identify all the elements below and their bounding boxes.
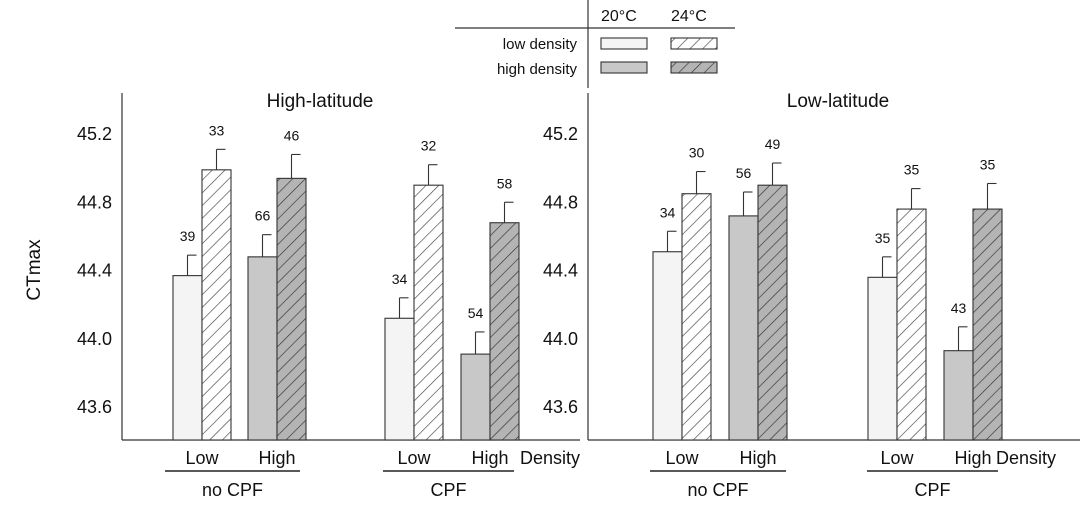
legend: 20°C 24°C low density high density <box>455 0 735 88</box>
legend-row-high-density: high density <box>497 61 578 78</box>
bar <box>896 208 927 441</box>
sample-size-label: 49 <box>765 136 781 152</box>
y-tick-label: 45.2 <box>543 124 578 144</box>
bar <box>201 169 232 441</box>
sample-size-label: 56 <box>736 165 752 181</box>
sample-size-label: 54 <box>468 305 484 321</box>
panel-high-latitude: High-latitude 43.6 44.0 44.4 44.8 45.2 39 33 Low… <box>77 91 580 500</box>
density-label: Low <box>397 448 431 468</box>
sample-size-label: 58 <box>497 175 513 191</box>
legend-row-low-density: low density <box>503 36 578 53</box>
sample-size-label: 32 <box>421 138 437 154</box>
treatment-label: CPF <box>915 480 951 500</box>
density-label: Low <box>880 448 914 468</box>
sample-size-label: 66 <box>255 208 271 224</box>
y-tick-label: 43.6 <box>77 397 112 417</box>
bar <box>384 317 415 441</box>
bar <box>652 251 683 441</box>
bar <box>489 222 520 441</box>
bar <box>413 184 444 441</box>
y-tick-label: 44.4 <box>543 261 578 281</box>
panel-low-latitude: Low-latitude 43.6 44.0 44.4 44.8 45.2 34 30 Low 5… <box>543 91 1080 500</box>
density-axis-label: Density <box>520 448 580 468</box>
sample-size-label: 43 <box>951 300 967 316</box>
density-label: Low <box>185 448 219 468</box>
bar <box>757 184 788 441</box>
legend-swatch-low-20 <box>600 37 648 50</box>
sample-size-label: 34 <box>392 271 408 287</box>
y-tick-label: 45.2 <box>77 124 112 144</box>
density-label: High <box>471 448 508 468</box>
density-label: Low <box>665 448 699 468</box>
legend-swatch-high-20 <box>600 61 648 74</box>
y-tick-label: 44.4 <box>77 261 112 281</box>
panel-title: High-latitude <box>267 91 374 112</box>
sample-size-label: 35 <box>980 156 996 172</box>
legend-swatch-high-24 <box>670 61 718 74</box>
y-tick-label: 44.8 <box>77 192 112 212</box>
bar <box>172 275 203 441</box>
bar <box>276 177 307 441</box>
bar <box>247 256 278 441</box>
bar <box>943 350 974 441</box>
treatment-label: no CPF <box>687 480 748 500</box>
y-tick-label: 44.0 <box>543 329 578 349</box>
density-label: High <box>258 448 295 468</box>
y-axis-label: CTmax <box>24 239 45 301</box>
legend-temp-20: 20°C <box>601 8 637 25</box>
y-tick-label: 44.0 <box>77 329 112 349</box>
y-tick-label: 43.6 <box>543 397 578 417</box>
bar <box>867 276 898 441</box>
panels: High-latitude 43.6 44.0 44.4 44.8 45.2 39 33 Low… <box>77 91 1080 500</box>
y-tick-label: 44.8 <box>543 192 578 212</box>
density-label: High <box>739 448 776 468</box>
sample-size-label: 39 <box>180 228 196 244</box>
sample-size-label: 30 <box>689 145 705 161</box>
bar <box>681 193 712 441</box>
panel-title: Low-latitude <box>787 91 889 112</box>
bar <box>460 353 491 441</box>
legend-swatch-low-24 <box>670 37 718 50</box>
density-axis-label: Density <box>996 448 1056 468</box>
sample-size-label: 34 <box>660 204 676 220</box>
treatment-label: CPF <box>431 480 467 500</box>
density-label: High <box>954 448 991 468</box>
treatment-label: no CPF <box>202 480 263 500</box>
sample-size-label: 35 <box>904 162 920 178</box>
sample-size-label: 33 <box>209 122 225 138</box>
sample-size-label: 46 <box>284 127 300 143</box>
legend-temp-24: 24°C <box>671 8 707 25</box>
bar <box>728 215 759 441</box>
bar <box>972 208 1003 441</box>
sample-size-label: 35 <box>875 230 891 246</box>
